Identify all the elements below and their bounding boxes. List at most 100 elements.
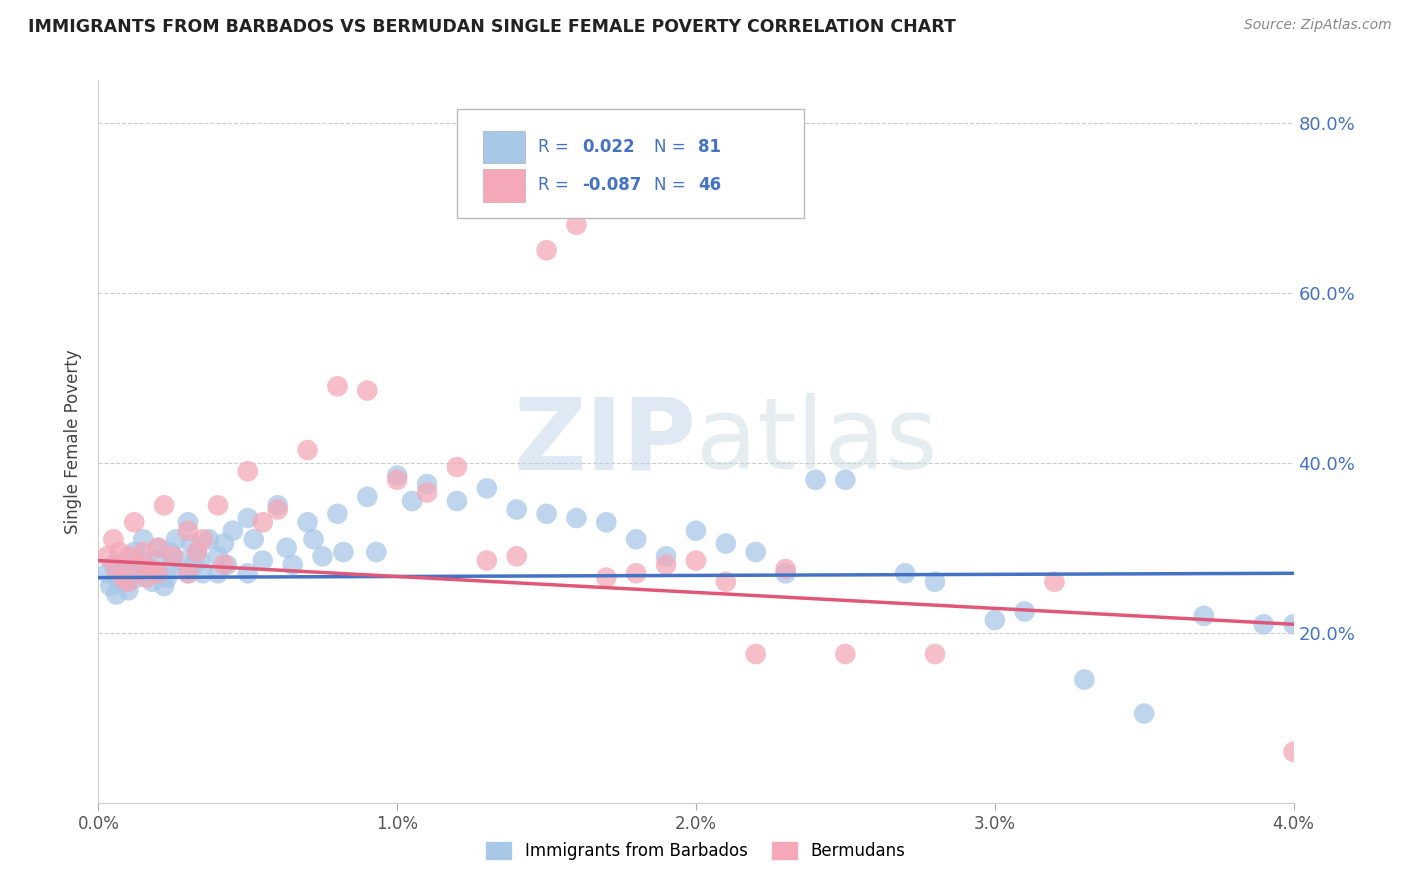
Point bbox=[356, 384, 378, 398]
Point bbox=[536, 244, 558, 258]
Point bbox=[984, 613, 1007, 627]
Point bbox=[207, 566, 229, 581]
Point bbox=[215, 558, 238, 572]
Point bbox=[243, 533, 266, 547]
Point bbox=[222, 524, 245, 538]
Point bbox=[141, 574, 163, 589]
Point bbox=[186, 545, 208, 559]
Point bbox=[416, 477, 439, 491]
Point bbox=[141, 562, 163, 576]
Text: N =: N = bbox=[654, 176, 686, 194]
Point bbox=[117, 574, 139, 589]
Y-axis label: Single Female Poverty: Single Female Poverty bbox=[65, 350, 83, 533]
Point bbox=[475, 481, 498, 495]
Text: -0.087: -0.087 bbox=[582, 176, 641, 194]
Point bbox=[1192, 608, 1215, 623]
Point bbox=[236, 566, 259, 581]
Point bbox=[565, 218, 588, 232]
Point bbox=[148, 566, 170, 581]
Text: R =: R = bbox=[538, 176, 569, 194]
Point bbox=[148, 566, 170, 581]
Point bbox=[156, 570, 179, 584]
Point bbox=[135, 570, 157, 584]
Point bbox=[595, 570, 617, 584]
Point bbox=[132, 545, 155, 559]
Point bbox=[685, 553, 707, 567]
Point bbox=[302, 533, 325, 547]
Point bbox=[180, 536, 202, 550]
FancyBboxPatch shape bbox=[457, 109, 804, 218]
Point bbox=[834, 647, 856, 661]
FancyBboxPatch shape bbox=[484, 169, 524, 202]
Point bbox=[626, 566, 648, 581]
Point bbox=[326, 379, 349, 393]
Text: atlas: atlas bbox=[696, 393, 938, 490]
Point bbox=[177, 524, 200, 538]
Point bbox=[924, 574, 946, 589]
Point bbox=[252, 516, 274, 530]
Point bbox=[655, 558, 678, 572]
Text: 46: 46 bbox=[699, 176, 721, 194]
Point bbox=[685, 524, 707, 538]
Point bbox=[1253, 617, 1275, 632]
Point bbox=[1043, 574, 1066, 589]
Point bbox=[127, 570, 149, 584]
Point bbox=[177, 516, 200, 530]
Point bbox=[834, 473, 856, 487]
FancyBboxPatch shape bbox=[484, 131, 524, 163]
Point bbox=[626, 533, 648, 547]
Text: R =: R = bbox=[538, 137, 569, 156]
Legend: Immigrants from Barbados, Bermudans: Immigrants from Barbados, Bermudans bbox=[479, 835, 912, 867]
Point bbox=[356, 490, 378, 504]
Point bbox=[153, 498, 176, 512]
Point bbox=[775, 566, 797, 581]
Point bbox=[475, 553, 498, 567]
Point bbox=[385, 473, 409, 487]
Point bbox=[207, 549, 229, 564]
Point bbox=[326, 507, 349, 521]
Point bbox=[153, 579, 176, 593]
Point bbox=[775, 562, 797, 576]
Point bbox=[159, 545, 181, 559]
Point bbox=[416, 485, 439, 500]
Point bbox=[1073, 673, 1095, 687]
Point bbox=[162, 549, 184, 564]
Point bbox=[177, 566, 200, 581]
Point bbox=[281, 558, 304, 572]
Point bbox=[103, 558, 125, 572]
Point bbox=[111, 574, 134, 589]
Point bbox=[191, 566, 214, 581]
Point bbox=[162, 558, 184, 572]
Point bbox=[1014, 605, 1036, 619]
Point bbox=[148, 553, 170, 567]
Point bbox=[714, 574, 737, 589]
Point bbox=[135, 566, 157, 581]
Point bbox=[117, 574, 139, 589]
Point bbox=[103, 533, 125, 547]
Point bbox=[212, 558, 235, 572]
Point bbox=[124, 516, 146, 530]
Point bbox=[267, 502, 290, 516]
Point bbox=[506, 502, 529, 516]
Text: ZIP: ZIP bbox=[513, 393, 696, 490]
Point bbox=[804, 473, 827, 487]
Point bbox=[132, 553, 155, 567]
Point bbox=[117, 553, 139, 567]
Point bbox=[366, 545, 388, 559]
Text: N =: N = bbox=[654, 137, 686, 156]
Point bbox=[165, 533, 187, 547]
Point bbox=[655, 549, 678, 564]
Text: Source: ZipAtlas.com: Source: ZipAtlas.com bbox=[1244, 18, 1392, 32]
Point bbox=[105, 570, 128, 584]
Point bbox=[108, 545, 131, 559]
Point bbox=[446, 494, 468, 508]
Point bbox=[385, 468, 409, 483]
Point bbox=[96, 549, 118, 564]
Point bbox=[536, 507, 558, 521]
Point bbox=[191, 533, 214, 547]
Point bbox=[745, 545, 768, 559]
Point bbox=[117, 583, 139, 598]
Point bbox=[446, 460, 468, 475]
Point bbox=[148, 541, 170, 555]
Point bbox=[148, 541, 170, 555]
